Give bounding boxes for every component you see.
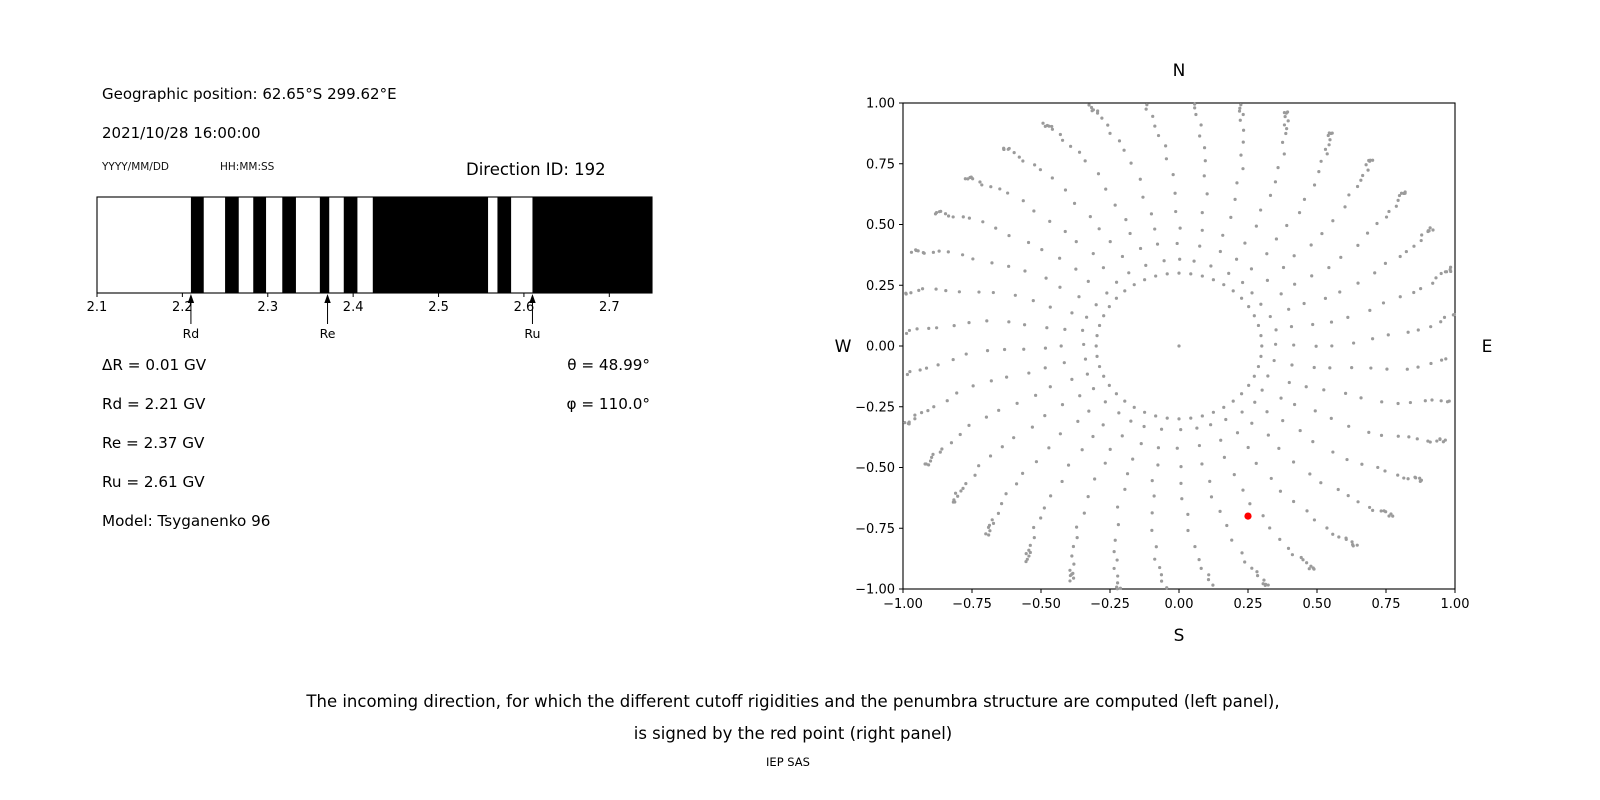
svg-text:1.00: 1.00 [1441, 597, 1470, 612]
svg-text:0.50: 0.50 [866, 218, 895, 233]
svg-text:S: S [1174, 626, 1185, 646]
svg-text:0.00: 0.00 [866, 340, 895, 355]
caption-line-1: The incoming direction, for which the di… [306, 692, 1280, 711]
svg-text:−0.75: −0.75 [952, 597, 992, 612]
svg-text:−0.50: −0.50 [855, 461, 895, 476]
svg-text:Re: Re [320, 326, 336, 341]
model-value: Model: Tsyganenko 96 [102, 512, 271, 530]
svg-text:−1.00: −1.00 [883, 597, 923, 612]
svg-text:−0.75: −0.75 [855, 522, 895, 537]
svg-text:0.25: 0.25 [866, 279, 895, 294]
ru-value: Ru = 2.61 GV [102, 473, 205, 491]
svg-text:−0.25: −0.25 [1090, 597, 1130, 612]
svg-text:N: N [1173, 61, 1186, 81]
svg-text:W: W [835, 337, 852, 357]
delta-r-value: ΔR = 0.01 GV [102, 356, 207, 374]
svg-text:1.00: 1.00 [866, 97, 895, 112]
caption-line-2: is signed by the red point (right panel) [633, 724, 953, 743]
svg-text:2.4: 2.4 [343, 300, 364, 315]
svg-text:−1.00: −1.00 [855, 583, 895, 598]
direction-id-label: Direction ID: 192 [466, 160, 606, 179]
credit-label: IEP SAS [766, 755, 810, 769]
time-format-label: HH:MM:SS [220, 161, 275, 173]
svg-text:2.2: 2.2 [172, 300, 193, 315]
svg-text:0.25: 0.25 [1234, 597, 1263, 612]
svg-text:0.50: 0.50 [1303, 597, 1332, 612]
svg-text:2.6: 2.6 [514, 300, 535, 315]
penumbra-chart: 2.1 2.2 2.3 2.4 2.5 2.6 2.7 Rd Re Ru [87, 196, 653, 341]
svg-text:0.00: 0.00 [1165, 597, 1194, 612]
re-value: Re = 2.37 GV [102, 434, 205, 452]
svg-text:−0.25: −0.25 [855, 400, 895, 415]
svg-text:2.3: 2.3 [257, 300, 278, 315]
asymptotic-directions-chart: −1.00 −0.75 −0.50 −0.25 0.00 0.25 0.50 0.75 1.00… [835, 61, 1493, 646]
svg-text:Rd: Rd [183, 326, 200, 341]
date-format-label: YYYY/MM/DD [102, 161, 170, 173]
svg-text:−0.50: −0.50 [1021, 597, 1061, 612]
svg-text:2.1: 2.1 [87, 300, 108, 315]
phi-value: φ = 110.0° [566, 395, 650, 413]
figure-caption: The incoming direction, for which the di… [0, 686, 1586, 750]
datetime-label: 2021/10/28 16:00:00 [102, 124, 261, 142]
svg-text:Ru: Ru [524, 326, 540, 341]
svg-text:0.75: 0.75 [866, 157, 895, 172]
svg-text:E: E [1482, 337, 1493, 357]
svg-text:2.7: 2.7 [599, 300, 620, 315]
red-point [1244, 512, 1252, 520]
rd-value: Rd = 2.21 GV [102, 395, 206, 413]
svg-text:2.5: 2.5 [428, 300, 449, 315]
svg-text:0.75: 0.75 [1372, 597, 1401, 612]
theta-value: θ = 48.99° [567, 356, 650, 374]
geo-position-label: Geographic position: 62.65°S 299.62°E [102, 85, 397, 103]
